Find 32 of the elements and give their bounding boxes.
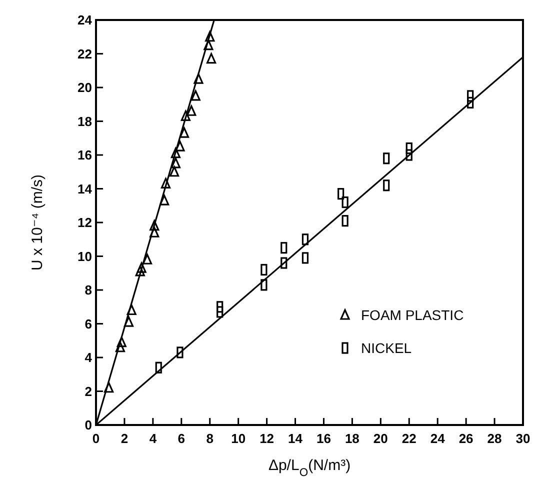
y-axis-title: U x 10⁻⁴ (m/s) [29,174,46,271]
x-axis-title: Δp/L$_{O}$(N/m³) [268,457,351,479]
y-tick-label: 0 [84,418,92,433]
x-tick-label: 30 [516,431,530,446]
y-tick-label: 6 [84,316,92,332]
x-tick-label: 20 [373,431,388,446]
y-tick-label: 10 [78,248,92,264]
x-tick-label: 10 [231,431,246,446]
x-tick-label: 12 [260,431,274,446]
y-tick-label: 2 [84,384,92,399]
x-tick-label: 4 [149,431,158,446]
x-tick-label: 26 [458,431,474,446]
y-tick-label: 8 [84,282,92,298]
x-tick-label: 16 [316,431,331,446]
y-tick-label: 16 [78,148,92,163]
y-tick-label: 24 [78,12,93,28]
legend-label: NICKEL [361,340,412,356]
x-tick-label: 22 [402,431,416,446]
legend-label: FOAM PLASTIC [361,306,464,323]
x-tick-label: 28 [487,431,502,446]
y-tick-label: 22 [78,46,92,62]
x-tick-label: 2 [120,431,128,446]
x-tick-label: 24 [430,431,446,446]
y-tick-label: 12 [78,215,92,230]
x-tick-label: 14 [288,431,304,446]
y-tick-label: 4 [84,350,93,366]
y-tick-label: 18 [78,114,92,129]
x-tick-label: 8 [206,431,214,446]
x-tick-label: 6 [178,431,186,446]
y-tick-label: 14 [78,181,93,196]
x-tick-label: 18 [344,431,360,446]
y-tick-label: 20 [78,80,92,96]
